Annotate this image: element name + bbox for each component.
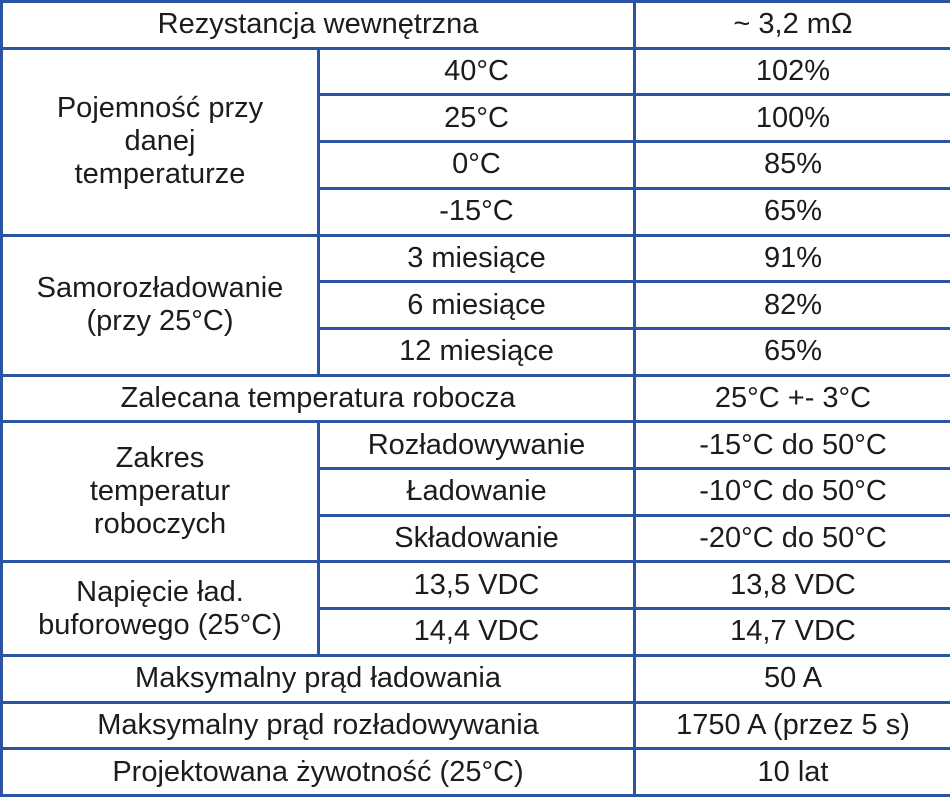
table-row: 14,4 VDC 14,7 VDC — [2, 607, 950, 657]
table-row: Rezystancja wewnętrzna ~ 3,2 mΩ — [0, 0, 950, 50]
row-condition: Składowanie — [316, 513, 637, 564]
row-value: 1750 A (przez 5 s) — [633, 700, 950, 751]
row-condition: 14,4 VDC — [316, 607, 637, 657]
row-condition: 0°C — [316, 140, 637, 190]
row-value: 91% — [633, 233, 950, 284]
row-condition: 13,5 VDC — [316, 560, 637, 611]
table-row: Zalecana temperatura robocza 25°C +- 3°C — [0, 373, 950, 424]
row-label: Projektowana żywotność (25°C) — [0, 747, 637, 797]
row-value: 65% — [633, 326, 950, 377]
table-row: Ładowanie -10°C do 50°C — [2, 467, 950, 517]
row-value: -20°C do 50°C — [633, 513, 950, 564]
row-value: 10 lat — [633, 747, 950, 797]
table-row: Napięcie ład. buforowego (25°C) 13,5 VDC 1… — [0, 560, 950, 657]
row-value: 50 A — [633, 653, 950, 704]
row-label: Rezystancja wewnętrzna — [0, 0, 637, 50]
row-condition: Ładowanie — [316, 467, 637, 517]
row-value: -10°C do 50°C — [633, 467, 950, 517]
group-label: Samorozładowanie (przy 25°C) — [0, 233, 320, 377]
group-label: Pojemność przy danej temperaturze — [0, 46, 320, 237]
row-value: 102% — [633, 46, 950, 97]
row-value: -15°C do 50°C — [633, 420, 950, 471]
table-row: Składowanie -20°C do 50°C — [2, 513, 950, 564]
table-row: Pojemność przy danej temperaturze 40°C 102… — [0, 46, 950, 237]
row-condition: 25°C — [316, 93, 637, 144]
row-value: 65% — [633, 186, 950, 237]
row-value: 13,8 VDC — [633, 560, 950, 611]
group-label: Zakres temperatur roboczych — [0, 420, 320, 564]
row-value: 82% — [633, 280, 950, 330]
table-row: Maksymalny prąd ładowania 50 A — [0, 653, 950, 704]
row-condition: 6 miesiące — [316, 280, 637, 330]
row-condition: 3 miesiące — [316, 233, 637, 284]
row-value: ~ 3,2 mΩ — [633, 0, 950, 50]
row-condition: 12 miesiące — [316, 326, 637, 377]
row-value: 14,7 VDC — [633, 607, 950, 657]
table-row: 0°C 85% — [2, 140, 950, 190]
row-value: 25°C +- 3°C — [633, 373, 950, 424]
table-row: 25°C 100% — [2, 93, 950, 144]
table-row: Maksymalny prąd rozładowywania 1750 A (pr… — [0, 700, 950, 751]
row-condition: Rozładowywanie — [316, 420, 637, 471]
table-row: Projektowana żywotność (25°C) 10 lat — [0, 747, 950, 797]
table-row: 6 miesiące 82% — [2, 280, 950, 330]
row-condition: 40°C — [316, 46, 637, 97]
row-value: 100% — [633, 93, 950, 144]
table-row: Zakres temperatur roboczych Rozładowywani… — [0, 420, 950, 564]
table-row: Samorozładowanie (przy 25°C) 3 miesiące 91… — [0, 233, 950, 377]
row-label: Maksymalny prąd rozładowywania — [0, 700, 637, 751]
table-row: -15°C 65% — [2, 186, 950, 237]
row-condition: -15°C — [316, 186, 637, 237]
group-label: Napięcie ład. buforowego (25°C) — [0, 560, 320, 657]
row-value: 85% — [633, 140, 950, 190]
row-label: Zalecana temperatura robocza — [0, 373, 637, 424]
table-row: 12 miesiące 65% — [2, 326, 950, 377]
row-label: Maksymalny prąd ładowania — [0, 653, 637, 704]
